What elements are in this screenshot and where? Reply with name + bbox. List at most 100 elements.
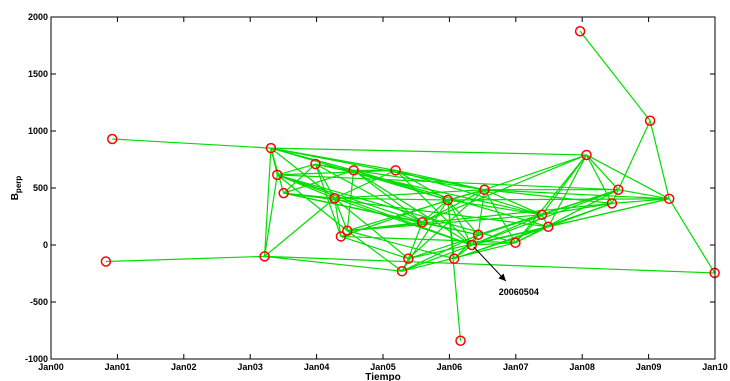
interferogram-edge [407,189,485,260]
interferogram-edge [586,154,619,191]
interferogram-edge [586,154,670,200]
interferogram-edge [421,199,449,223]
x-tick-label: Jan00 [38,362,64,372]
interferogram-edge [407,221,423,259]
interferogram-edge [264,255,403,272]
interferogram-edge [471,234,479,246]
interferogram-edge [548,202,613,228]
interferogram-edge [514,154,587,244]
y-tick-label: 500 [33,183,48,193]
interferogram-edge [668,198,716,274]
interferogram-edge [422,154,587,223]
x-tick-labels: Jan00 Jan01 Jan02 Jan03 Jan04 Jan05 Jan06 Jan07… [38,362,728,372]
y-tick-label: 0 [43,240,48,250]
interferogram-edge [263,148,272,257]
interferogram-edge [277,169,396,176]
y-axis-label: Bperp [10,176,23,201]
acquisition-point [472,229,484,240]
y-tick-label: 1000 [28,126,48,136]
acquisition-point [455,335,466,347]
interferogram-edge [264,255,715,274]
acquisition-point [417,216,428,228]
interferogram-edge [617,120,651,190]
interferogram-edge [277,163,316,176]
y-tick-label: 2000 [28,12,48,22]
acquisition-point [510,237,521,248]
interferogram-edge [347,202,612,232]
interferogram-edge [277,174,472,246]
acquisition-point [265,142,277,154]
acquisition-point [543,221,554,233]
interferogram-edge [453,234,479,260]
interferogram-edge [346,230,403,272]
acquisition-point [335,231,347,242]
interferogram-edge [585,154,613,204]
acquisition-point [574,26,586,37]
interferogram-edge [346,170,355,231]
acquisition-point [448,253,460,264]
interferogram-edge [395,169,485,191]
acquisition-point [536,209,548,221]
interferogram-edge [395,169,473,246]
interferogram-edge [541,189,619,216]
y-tick-label: 1500 [28,69,48,79]
interferogram-edge [395,169,449,201]
interferogram-edge [541,202,613,216]
interferogram-edge [334,198,348,231]
acquisition-point [396,265,408,277]
acquisition-point [606,198,618,209]
interferogram-edge [315,163,423,223]
acquisition-point [107,133,118,145]
interferogram-edge [547,154,588,228]
acquisition-points [100,26,720,347]
interferogram-edge [270,147,587,156]
interferogram-edge [548,198,670,228]
x-tick-label: Jan10 [702,362,728,372]
interferogram-edge [353,169,473,246]
interferogram-edge [579,30,651,122]
annotation-arrow-head [498,273,506,281]
acquisition-point [272,169,283,181]
interferogram-edge [314,163,336,199]
x-tick-label: Jan06 [437,362,463,372]
x-tick-label: Jan08 [569,362,595,372]
interferogram-edge [447,199,462,341]
interferogram-edge [401,189,619,272]
x-tick-label: Jan07 [503,362,529,372]
axis-ticks [50,16,716,360]
acquisition-point [403,253,414,264]
interferogram-edge [112,138,271,149]
interferogram-edge [484,189,670,200]
interferogram-edge [611,198,670,204]
acquisition-point [663,193,675,205]
acquisition-point [329,193,340,204]
x-tick-label: Jan04 [304,362,330,372]
interferogram-edges [105,30,716,341]
interferogram-edge [447,199,479,236]
y-axis-label-sub: perp [14,176,23,193]
acquisition-point [644,115,656,126]
annotation: 20060504 [473,246,539,297]
interferogram-edge [334,197,472,246]
y-tick-label: -1000 [25,354,48,364]
x-tick-label: Jan09 [636,362,662,372]
interferogram-edge [484,154,587,191]
interferogram-edge [649,120,670,199]
interferogram-edge [484,189,543,216]
acquisition-point [479,184,490,195]
acquisition-point [278,187,289,199]
annotation-label: 20060504 [499,287,539,297]
acquisition-point [100,256,112,267]
x-tick-label: Jan02 [171,362,197,372]
acquisition-point [581,149,592,161]
interferogram-edge [334,189,485,199]
annotation-arrow-line [473,246,507,282]
interferogram-edge [353,169,423,223]
interferogram-edge [347,214,543,232]
x-tick-label: Jan05 [370,362,396,372]
interferogram-edge [264,197,335,257]
x-tick-label: Jan03 [237,362,263,372]
interferogram-edge [447,199,473,246]
interferogram-edge [105,255,265,263]
